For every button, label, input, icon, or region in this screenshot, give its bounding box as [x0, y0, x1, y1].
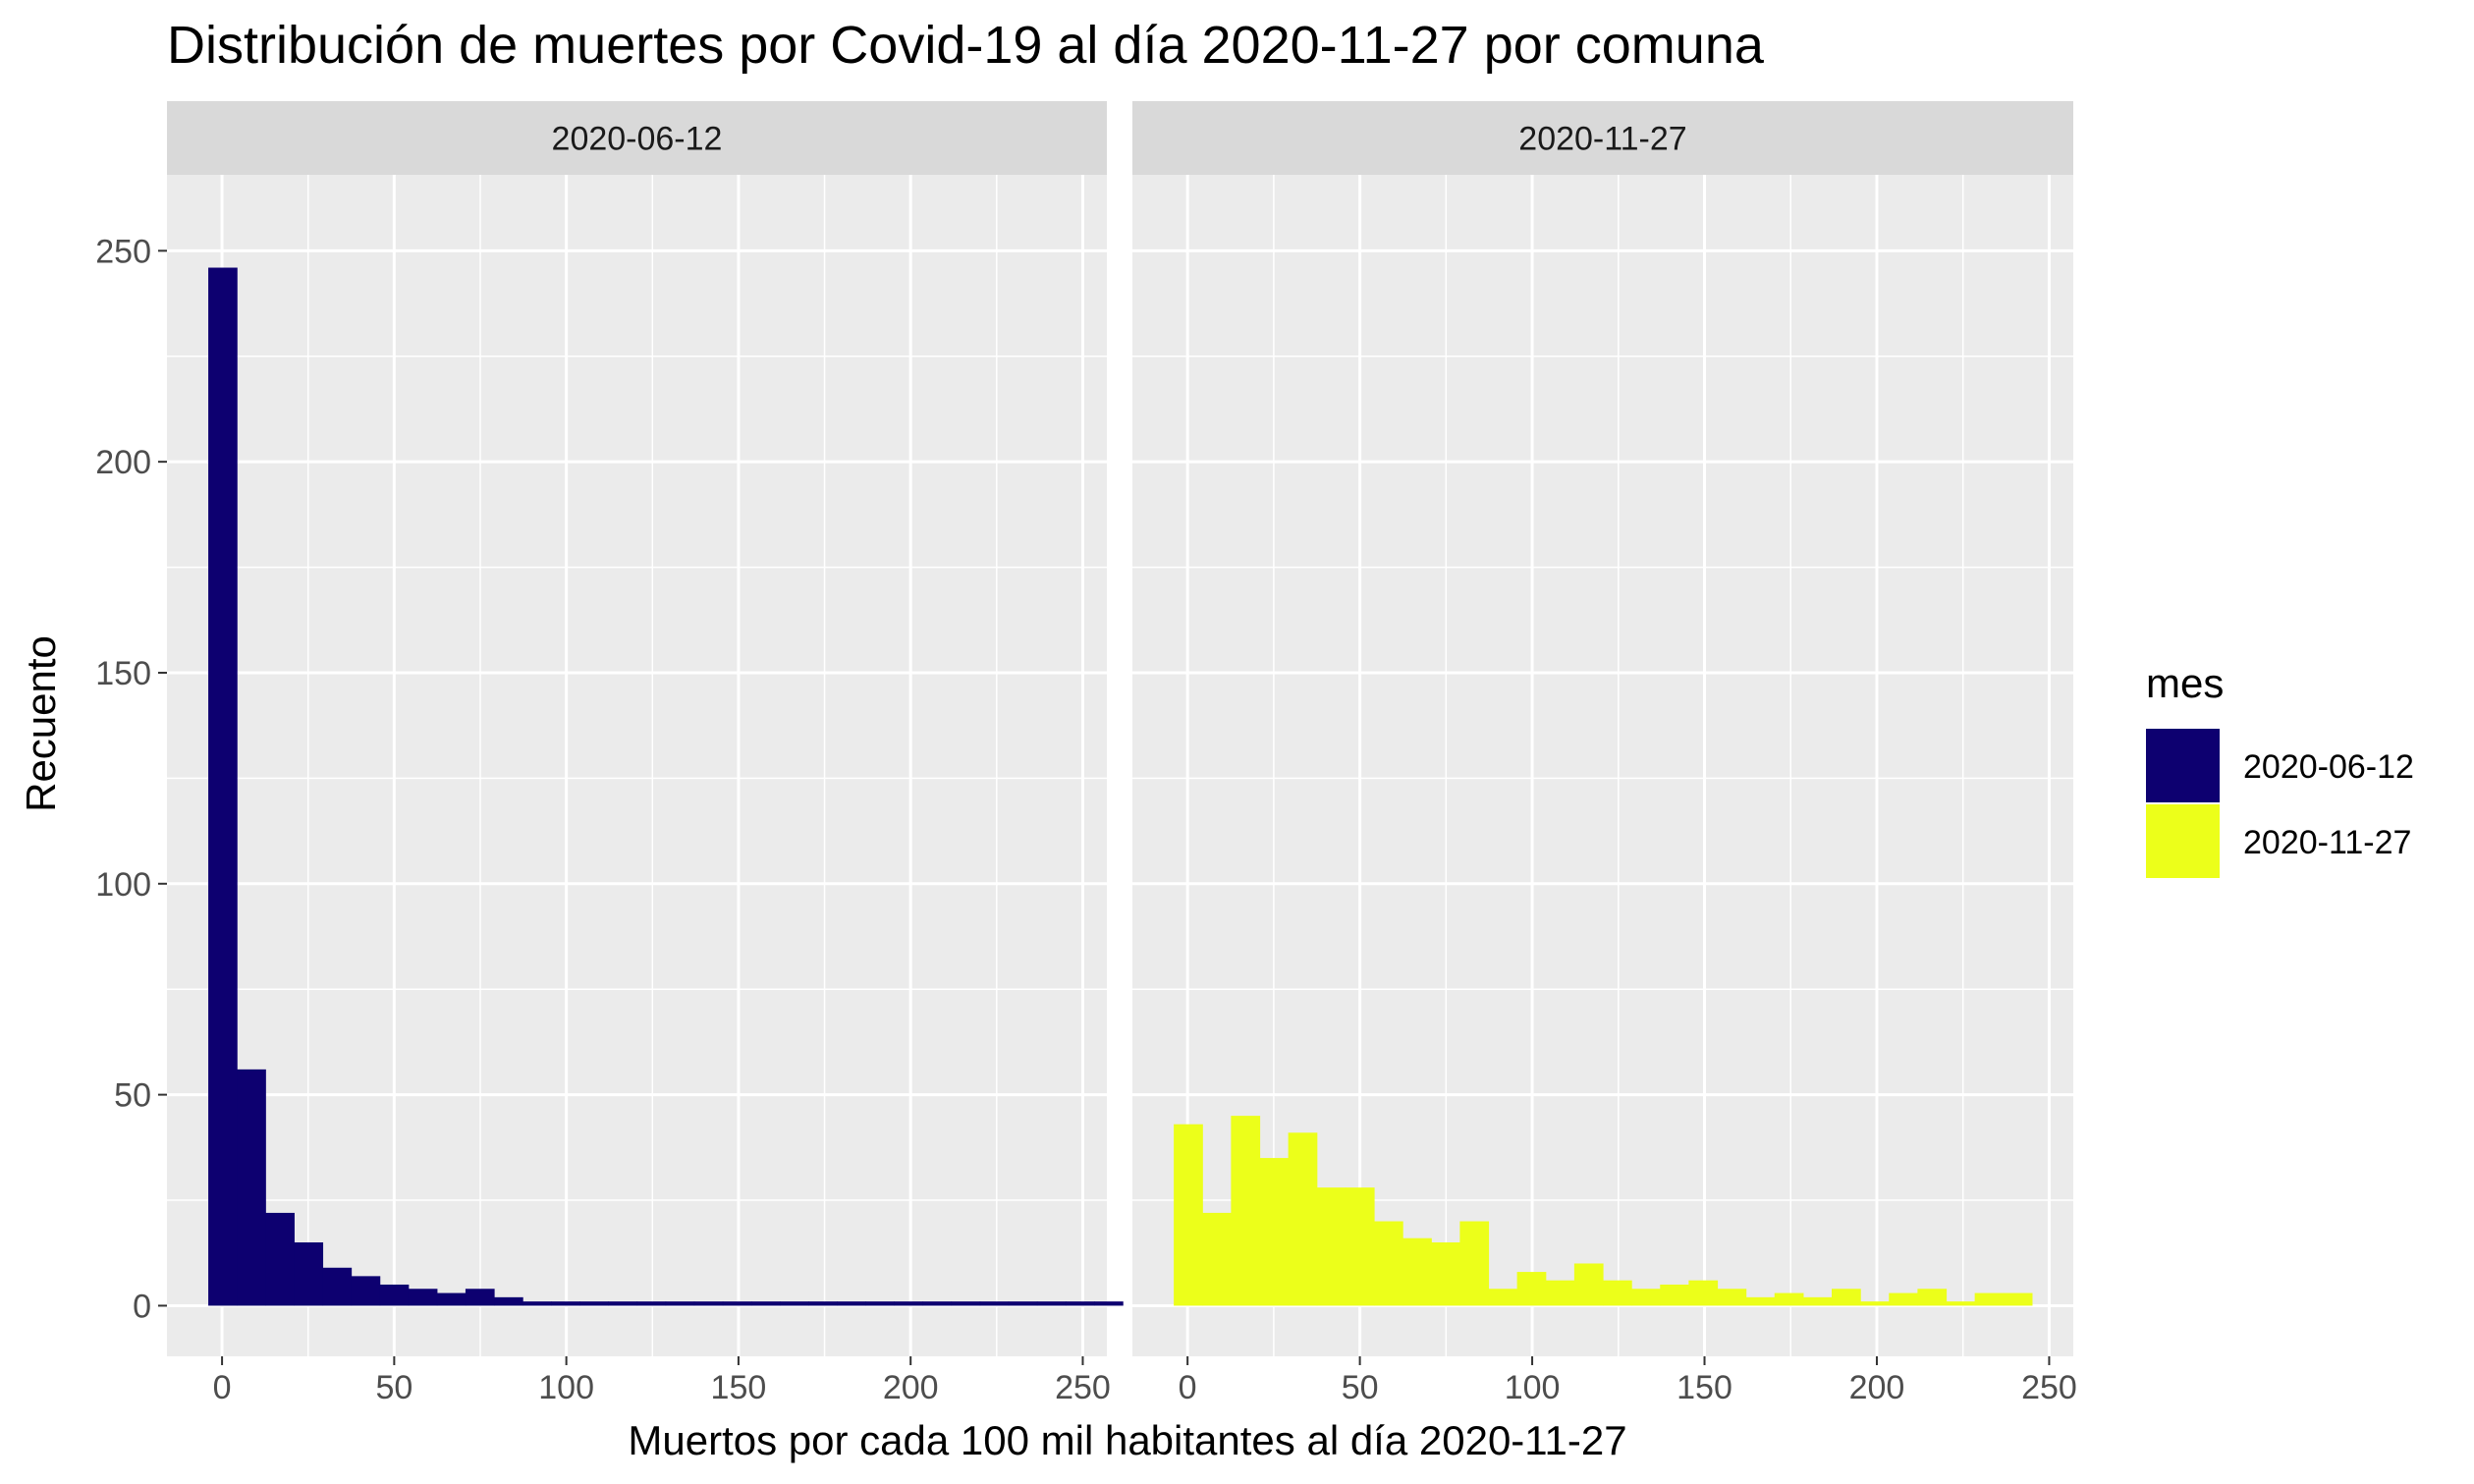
- histogram-bar: [1065, 1301, 1095, 1306]
- histogram-bar: [1774, 1292, 1804, 1306]
- histogram-bar: [1008, 1301, 1038, 1306]
- histogram-bar: [322, 1267, 353, 1306]
- facet-strip: [1132, 101, 2073, 175]
- histogram-bar: [408, 1289, 438, 1306]
- x-tick-label: 100: [1505, 1369, 1561, 1406]
- facet-panel: 2020-11-27 0 50 100 150 200 250: [1132, 101, 2077, 1406]
- histogram-bar: [1316, 1187, 1347, 1306]
- histogram-bar: [837, 1301, 866, 1306]
- histogram-bar: [1036, 1301, 1067, 1306]
- y-tick-label: 250: [95, 233, 151, 270]
- histogram-bar: [379, 1284, 410, 1306]
- histogram-bar: [351, 1276, 381, 1306]
- y-tick-label: 0: [133, 1288, 151, 1325]
- histogram-bar: [208, 267, 238, 1306]
- histogram-bar: [1688, 1280, 1719, 1306]
- histogram-bar: [894, 1301, 924, 1306]
- histogram-bar: [1802, 1296, 1833, 1306]
- legend-title: mes: [2146, 660, 2224, 706]
- histogram-bar: [1373, 1221, 1403, 1306]
- histogram-bar: [951, 1301, 981, 1306]
- histogram-bar: [294, 1241, 324, 1306]
- legend-label: 2020-11-27: [2243, 824, 2411, 861]
- x-tick-label: 200: [883, 1369, 939, 1406]
- x-tick-label: 250: [2021, 1369, 2077, 1406]
- histogram-bar: [1974, 1292, 2005, 1306]
- histogram-bar: [1946, 1301, 1976, 1306]
- legend-key: [2146, 804, 2220, 878]
- histogram-bar: [1402, 1237, 1432, 1306]
- panel-background: [167, 175, 1107, 1356]
- histogram-bar: [1431, 1241, 1460, 1306]
- histogram-bar: [1459, 1221, 1490, 1306]
- histogram-bar: [237, 1069, 266, 1306]
- histogram-bar: [1917, 1289, 1948, 1306]
- histogram-bar: [636, 1301, 667, 1306]
- histogram-bar: [1631, 1289, 1661, 1306]
- chart-title: Distribución de muertes por Covid-19 al …: [167, 16, 1765, 75]
- histogram-bar: [693, 1301, 724, 1306]
- histogram-bar: [779, 1301, 809, 1306]
- histogram-bar: [1745, 1296, 1776, 1306]
- histogram-bar: [1259, 1158, 1290, 1306]
- histogram-bar: [665, 1301, 695, 1306]
- y-axis-title: Recuento: [18, 635, 64, 812]
- y-tick-label: 100: [95, 866, 151, 904]
- legend-items: 2020-06-12 2020-11-27: [2146, 729, 2414, 878]
- x-tick-label: 50: [375, 1369, 412, 1406]
- histogram-bar: [265, 1212, 295, 1306]
- x-tick-label: 0: [1179, 1369, 1197, 1406]
- histogram-bar: [436, 1292, 467, 1306]
- histogram-bar: [1231, 1116, 1261, 1306]
- histogram-bar: [2003, 1292, 2033, 1306]
- x-tick-label: 100: [538, 1369, 594, 1406]
- x-tick-label: 50: [1342, 1369, 1379, 1406]
- histogram-bar: [1345, 1187, 1375, 1306]
- histogram-bar: [1288, 1132, 1318, 1306]
- x-axis-title: Muertos por cada 100 mil habitantes al d…: [628, 1417, 1626, 1463]
- histogram-bar: [750, 1301, 781, 1306]
- histogram-bar: [494, 1296, 523, 1306]
- x-tick-label: 0: [213, 1369, 232, 1406]
- histogram-bar: [1860, 1301, 1890, 1306]
- histogram-bar: [1717, 1289, 1747, 1306]
- histogram-bar: [1202, 1212, 1232, 1306]
- histogram-bar: [608, 1301, 638, 1306]
- facet-panel: 2020-06-12 0 50 100 150 200 250 0 50 100 150 200 250: [95, 101, 1124, 1406]
- facet-strip-label: 2020-06-12: [552, 121, 723, 158]
- legend: mes 2020-06-12 2020-11-27: [2146, 660, 2414, 878]
- histogram-bar: [1603, 1280, 1632, 1306]
- histogram-bar: [1660, 1284, 1689, 1306]
- histogram-bar: [551, 1301, 580, 1306]
- y-tick-label: 150: [95, 655, 151, 692]
- histogram-bar: [1488, 1289, 1518, 1306]
- legend-label: 2020-06-12: [2243, 748, 2414, 786]
- histogram-bar: [579, 1301, 610, 1306]
- facet-strip-label: 2020-11-27: [1518, 121, 1686, 158]
- histogram-bar: [465, 1289, 495, 1306]
- histogram-bar: [522, 1301, 552, 1306]
- histogram-bar: [865, 1301, 895, 1306]
- histogram-bar: [722, 1301, 752, 1306]
- histogram-bar: [1545, 1280, 1575, 1306]
- histogram-bar: [979, 1301, 1010, 1306]
- histogram-bar: [1516, 1272, 1547, 1306]
- histogram-bar: [1573, 1263, 1604, 1306]
- histogram-bar: [1094, 1301, 1124, 1306]
- legend-key: [2146, 729, 2220, 802]
- x-tick-label: 250: [1055, 1369, 1111, 1406]
- histogram-bar: [1889, 1292, 1918, 1306]
- x-tick-label: 200: [1849, 1369, 1905, 1406]
- y-tick-label: 50: [114, 1077, 151, 1115]
- y-tick-label: 200: [95, 444, 151, 481]
- histogram-bar: [808, 1301, 838, 1306]
- x-tick-label: 150: [711, 1369, 767, 1406]
- facet-strip: [167, 101, 1107, 175]
- facet-panels: 2020-06-12 0 50 100 150 200 250 0 50 100 150 200 250…: [95, 101, 2077, 1406]
- x-tick-label: 150: [1677, 1369, 1732, 1406]
- histogram-bar: [922, 1301, 953, 1306]
- histogram-bar: [1174, 1124, 1203, 1306]
- histogram-bar: [1832, 1289, 1861, 1306]
